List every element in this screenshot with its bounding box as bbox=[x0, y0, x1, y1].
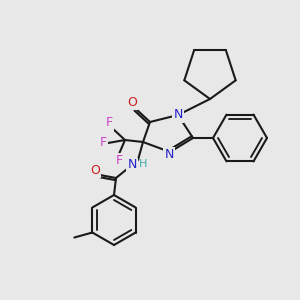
Text: N: N bbox=[173, 109, 183, 122]
Text: N: N bbox=[127, 158, 137, 172]
Text: F: F bbox=[99, 136, 106, 149]
Text: F: F bbox=[105, 116, 112, 130]
Text: H: H bbox=[139, 159, 147, 169]
Text: O: O bbox=[90, 164, 100, 176]
Text: N: N bbox=[164, 148, 174, 160]
Text: F: F bbox=[116, 154, 123, 166]
Text: O: O bbox=[127, 95, 137, 109]
